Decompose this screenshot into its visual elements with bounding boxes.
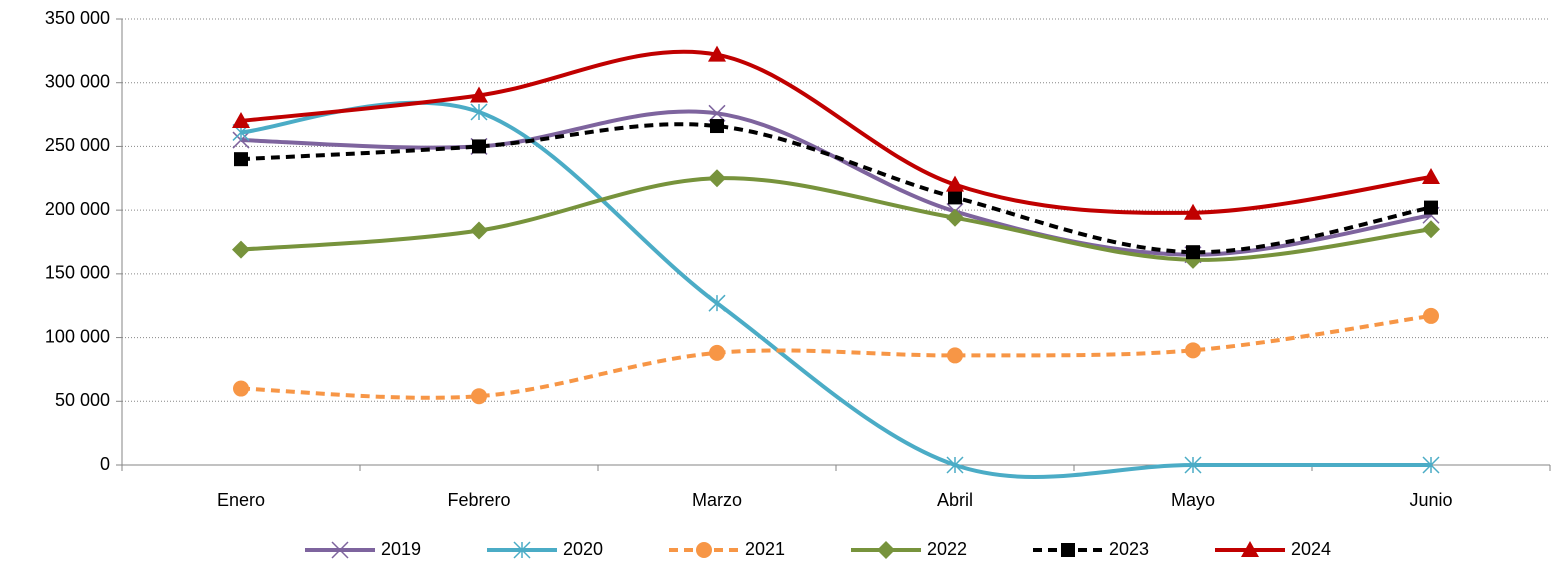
marker <box>331 541 349 559</box>
marker <box>472 139 486 154</box>
marker <box>470 103 488 121</box>
y-tick-label: 150 000 <box>45 263 110 283</box>
y-tick-label: 200 000 <box>45 199 110 219</box>
marker <box>1423 307 1439 324</box>
x-tick-label: Junio <box>1409 490 1452 510</box>
marker <box>1184 203 1202 220</box>
marker <box>234 152 248 167</box>
legend-item: 2024 <box>1215 539 1331 559</box>
marker <box>1184 456 1202 474</box>
x-tick-label: Febrero <box>447 490 510 510</box>
marker <box>948 190 962 205</box>
marker <box>1422 220 1440 239</box>
marker <box>232 111 250 128</box>
marker <box>946 208 964 227</box>
marker <box>513 541 531 559</box>
legend-item: 2023 <box>1033 539 1149 559</box>
marker <box>708 294 726 312</box>
x-tick-label: Enero <box>217 490 265 510</box>
marker <box>1185 342 1201 359</box>
series-line <box>240 109 1432 257</box>
legend-label: 2020 <box>563 539 603 559</box>
marker <box>946 456 964 474</box>
legend-label: 2019 <box>381 539 421 559</box>
y-tick-label: 100 000 <box>45 326 110 346</box>
x-tick-label: Marzo <box>692 490 742 510</box>
series-line <box>240 176 1432 262</box>
y-tick-label: 0 <box>100 454 110 474</box>
series-line <box>240 122 1432 255</box>
marker <box>1422 168 1440 185</box>
marker <box>709 344 725 361</box>
marker <box>708 45 726 62</box>
legend-label: 2022 <box>927 539 967 559</box>
series-line <box>240 100 1431 479</box>
marker <box>471 388 487 405</box>
marker <box>710 119 724 134</box>
marker <box>470 221 488 240</box>
legend-label: 2021 <box>745 539 785 559</box>
marker <box>233 380 249 397</box>
legend-item: 2020 <box>487 539 603 559</box>
marker <box>1424 200 1438 215</box>
y-tick-label: 50 000 <box>55 390 110 410</box>
x-tick-label: Mayo <box>1171 490 1215 510</box>
marker <box>1186 245 1200 260</box>
marker <box>1061 543 1075 557</box>
y-tick-label: 250 000 <box>45 135 110 155</box>
marker <box>947 347 963 364</box>
marker <box>696 542 712 558</box>
legend-item: 2021 <box>669 539 785 559</box>
x-tick-label: Abril <box>937 490 973 510</box>
legend-item: 2019 <box>305 539 421 559</box>
marker <box>1241 541 1259 557</box>
legend-label: 2024 <box>1291 539 1331 559</box>
series-line <box>240 49 1432 215</box>
marker <box>708 169 726 188</box>
marker <box>1422 456 1440 474</box>
y-tick-label: 300 000 <box>45 71 110 91</box>
marker <box>708 104 726 122</box>
marker <box>232 240 250 259</box>
marker <box>946 175 964 192</box>
y-tick-label: 350 000 <box>45 8 110 28</box>
marker <box>470 86 488 103</box>
marker <box>877 541 895 559</box>
legend-label: 2023 <box>1109 539 1149 559</box>
legend-item: 2022 <box>851 539 967 559</box>
series-line <box>240 313 1432 400</box>
